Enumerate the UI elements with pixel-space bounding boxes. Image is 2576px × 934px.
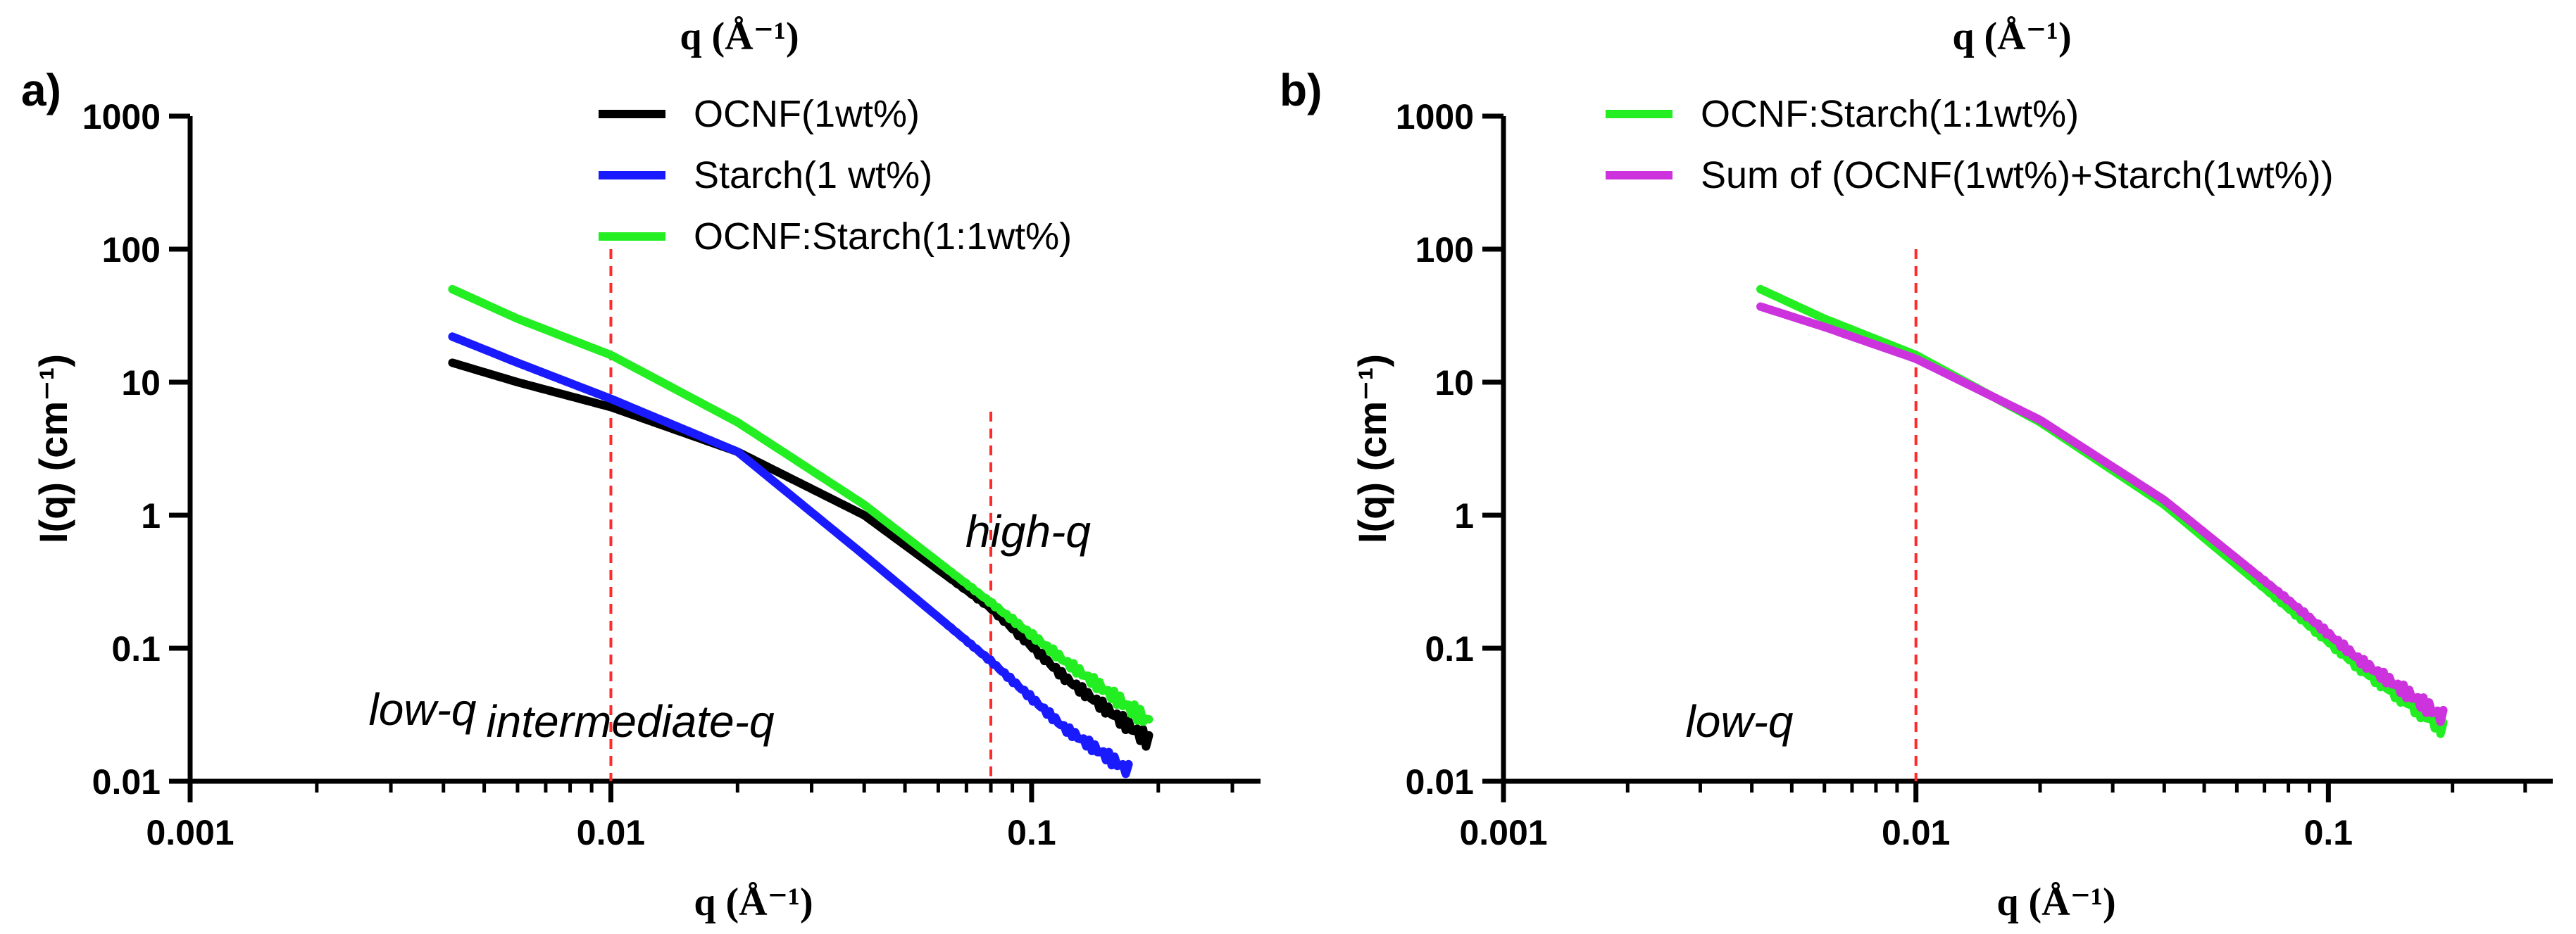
y-tick-label: 0.01 (1406, 762, 1474, 802)
x-tick-label: 0.001 (1459, 813, 1547, 852)
x-tick-label: 0.01 (577, 813, 645, 852)
series-line-3 (448, 284, 1153, 726)
legend-label: OCNF:Starch(1:1wt%) (1701, 93, 2079, 135)
x-axis-label: q (Å⁻¹) (1996, 881, 2115, 924)
x-tick-label: 0.1 (2304, 813, 2353, 852)
legend-label: Sum of (OCNF(1wt%)+Starch(1wt%)) (1701, 154, 2334, 196)
region-annotation: low-q (1686, 696, 1794, 747)
y-axis-label: I(q) (cm⁻¹) (1350, 354, 1394, 543)
series-line-2 (448, 332, 1133, 778)
y-tick-label: 1000 (82, 97, 161, 137)
y-tick-label: 1000 (1396, 97, 1474, 137)
region-annotation: intermediate-q (486, 696, 775, 747)
x-tick-label: 0.1 (1007, 813, 1056, 852)
y-tick-label: 100 (102, 230, 161, 270)
y-tick-label: 1 (141, 496, 161, 536)
y-tick-label: 0.1 (1425, 629, 1474, 669)
legend-label: Starch(1 wt%) (694, 154, 932, 196)
panel-a: 0.01 0.1 1 10 100 1000 0.001 0.01 0.1 q (Å⁻¹) q (Å… (21, 15, 1261, 924)
y-tick-label: 0.1 (111, 629, 161, 669)
y-tick-label: 1 (1454, 496, 1474, 536)
top-axis-label: q (Å⁻¹) (1952, 15, 2071, 58)
y-tick-label: 100 (1415, 230, 1474, 270)
x-axis-label: q (Å⁻¹) (694, 881, 813, 924)
panel-label: a) (21, 65, 61, 115)
region-annotation: high-q (965, 506, 1091, 557)
panel-label: b) (1280, 65, 1322, 115)
region-annotation: low-q (369, 684, 477, 735)
series-line-2 (1756, 302, 2448, 726)
y-tick-label: 10 (121, 363, 161, 403)
series-line-1 (1756, 284, 2448, 738)
y-axis-label: I(q) (cm⁻¹) (31, 354, 75, 543)
y-tick-label: 0.01 (92, 762, 161, 802)
panel-b: 0.01 0.1 1 10 100 1000 0.001 0.01 0.1 q (Å⁻¹) q (Å… (1280, 15, 2553, 924)
legend-label: OCNF(1wt%) (694, 93, 920, 135)
series-line-1 (448, 358, 1153, 751)
x-tick-label: 0.001 (146, 813, 234, 852)
legend-label: OCNF:Starch(1:1wt%) (694, 215, 1072, 258)
y-tick-label: 10 (1434, 363, 1474, 403)
x-tick-label: 0.01 (1882, 813, 1950, 852)
top-axis-label: q (Å⁻¹) (680, 15, 799, 58)
